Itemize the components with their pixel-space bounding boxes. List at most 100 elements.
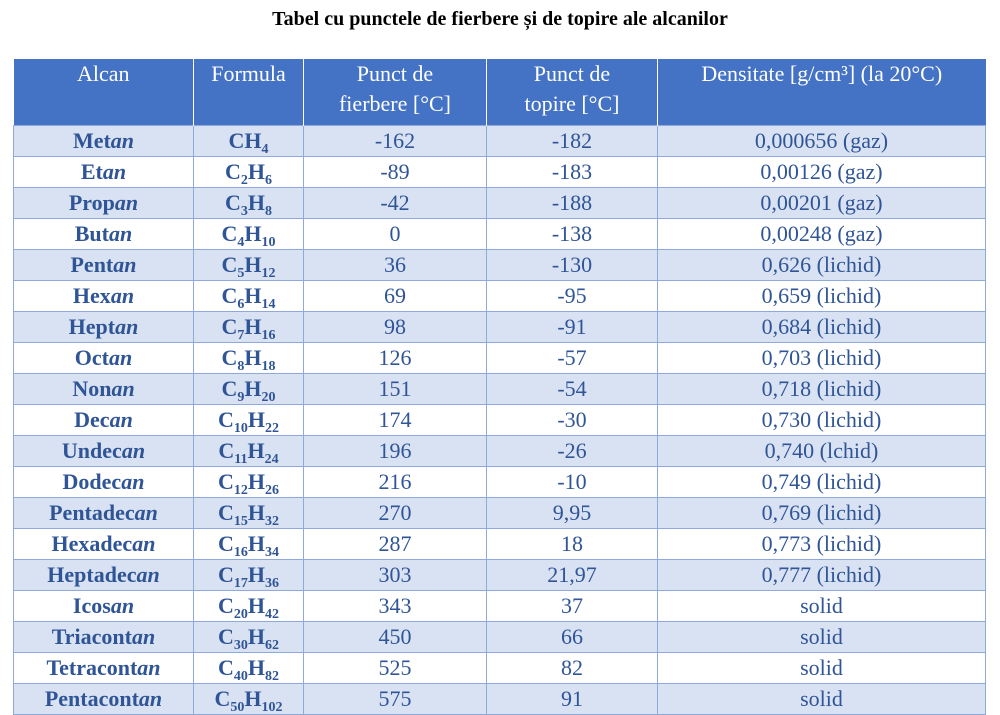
alkane-name-prefix: Dodec xyxy=(62,469,122,494)
alkane-name-cell: Pentan xyxy=(13,249,194,281)
alkane-table: Alcan Formula Punct de fierbere [°C] Punc… xyxy=(13,59,986,715)
density-cell: 0,730 (lichid) xyxy=(657,404,986,436)
boiling-point-cell: 151 xyxy=(303,373,487,405)
formula-subscript: 102 xyxy=(261,700,283,715)
formula-element: H xyxy=(247,655,265,680)
alkane-name-cell: Pentadecan xyxy=(13,497,194,529)
formula-cell: C12H26 xyxy=(193,466,304,498)
table-row: Hexan C6H14 69 -95 0,659 (lichid) xyxy=(13,280,986,312)
melting-point-cell: -54 xyxy=(486,373,658,405)
formula-element: H xyxy=(247,438,265,463)
formula-subscript: 82 xyxy=(265,669,279,684)
alkane-name-prefix: Hept xyxy=(68,314,116,339)
formula-subscript: 12 xyxy=(261,266,276,281)
density-cell: solid xyxy=(657,621,986,653)
melting-point-cell: 82 xyxy=(486,652,658,684)
boiling-point-cell: 450 xyxy=(303,621,487,653)
alkane-name-cell: Propan xyxy=(13,187,194,219)
alkane-name-suffix: an xyxy=(110,593,135,618)
alkane-name-cell: Icosan xyxy=(13,590,194,622)
formula-element: H xyxy=(247,624,265,649)
column-header-label: topire [°C] xyxy=(524,91,620,116)
formula-cell: C5H12 xyxy=(193,249,304,281)
formula-subscript: 26 xyxy=(265,483,279,498)
formula-subscript: 6 xyxy=(237,297,245,312)
table-header: Alcan Formula Punct de fierbere [°C] Punc… xyxy=(13,59,986,126)
alkane-name-suffix: an xyxy=(137,655,161,680)
alkane-name-prefix: Pentadec xyxy=(49,500,135,525)
formula-subscript: 36 xyxy=(265,576,279,591)
formula-cell: C10H22 xyxy=(193,404,304,436)
table-row: Heptan C7H16 98 -91 0,684 (lichid) xyxy=(13,311,986,343)
melting-point-cell: -183 xyxy=(486,156,658,188)
boiling-point-cell: 525 xyxy=(303,652,487,684)
table-row: Triacontan C30H62 450 66 solid xyxy=(13,621,986,653)
boiling-point-cell: 216 xyxy=(303,466,487,498)
melting-point-cell: 91 xyxy=(486,683,658,715)
column-header-melting-point: Punct de topire [°C] xyxy=(486,59,658,126)
formula-cell: C50H102 xyxy=(193,683,304,715)
formula-subscript: 20 xyxy=(233,607,248,622)
formula-element: C xyxy=(221,221,238,246)
formula-subscript: 5 xyxy=(237,266,245,281)
formula-subscript: 10 xyxy=(261,235,276,250)
formula-cell: C6H14 xyxy=(193,280,304,312)
table-row: Hexadecan C16H34 287 18 0,773 (lichid) xyxy=(13,528,986,560)
formula-subscript: 4 xyxy=(261,142,269,157)
formula-element: H xyxy=(244,252,262,277)
alkane-name-suffix: an xyxy=(114,190,139,215)
alkane-name-suffix: an xyxy=(109,221,133,246)
density-cell: solid xyxy=(657,652,986,684)
formula-element: C xyxy=(217,531,234,556)
formula-element: C xyxy=(217,655,234,680)
alkane-name-prefix: Non xyxy=(72,376,112,401)
formula-subscript: 42 xyxy=(265,607,279,622)
column-header-alcan: Alcan xyxy=(13,59,194,126)
formula-cell: C16H34 xyxy=(193,528,304,560)
formula-element: C xyxy=(221,314,238,339)
alkane-name-cell: Hexadecan xyxy=(13,528,194,560)
alkane-name-cell: Etan xyxy=(13,156,194,188)
formula-element: C xyxy=(214,686,231,711)
boiling-point-cell: 69 xyxy=(303,280,487,312)
alkane-name-cell: Heptadecan xyxy=(13,559,194,591)
formula-subscript: 11 xyxy=(234,452,248,467)
density-cell: 0,777 (lichid) xyxy=(657,559,986,591)
alkane-name-prefix: Prop xyxy=(68,190,115,215)
alkane-name-suffix: an xyxy=(113,252,137,277)
column-header-boiling-point: Punct de fierbere [°C] xyxy=(303,59,487,126)
table-row: Undecan C11H24 196 -26 0,740 (lchid) xyxy=(13,435,986,467)
boiling-point-cell: 270 xyxy=(303,497,487,529)
density-cell: 0,703 (lichid) xyxy=(657,342,986,374)
alkane-name-suffix: an xyxy=(115,314,139,339)
formula-element: H xyxy=(244,221,262,246)
formula-subscript: 8 xyxy=(265,204,272,219)
alkane-name-prefix: Triacont xyxy=(51,624,132,649)
table-row: Octan C8H18 126 -57 0,703 (lichid) xyxy=(13,342,986,374)
formula-subscript: 3 xyxy=(240,204,248,219)
density-cell: 0,718 (lichid) xyxy=(657,373,986,405)
column-header-formula: Formula xyxy=(193,59,304,126)
melting-point-cell: 21,97 xyxy=(486,559,658,591)
column-header-label: fierbere [°C] xyxy=(338,91,451,116)
table-row: Pentadecan C15H32 270 9,95 0,769 (lichid) xyxy=(13,497,986,529)
alkane-name-cell: Octan xyxy=(13,342,194,374)
density-cell: 0,769 (lichid) xyxy=(657,497,986,529)
alkane-name-prefix: Oct xyxy=(74,345,109,370)
formula-element: C xyxy=(221,376,238,401)
boiling-point-cell: -162 xyxy=(303,125,487,157)
formula-subscript: 10 xyxy=(233,421,248,436)
formula-element: C xyxy=(217,624,234,649)
melting-point-cell: 18 xyxy=(486,528,658,560)
boiling-point-cell: 575 xyxy=(303,683,487,715)
boiling-point-cell: 126 xyxy=(303,342,487,374)
formula-element: H xyxy=(244,283,262,308)
alkane-name-cell: Nonan xyxy=(13,373,194,405)
alkane-name-suffix: an xyxy=(136,562,160,587)
melting-point-cell: 37 xyxy=(486,590,658,622)
formula-subscript: 62 xyxy=(265,638,279,653)
alkane-name-suffix: an xyxy=(134,500,158,525)
melting-point-cell: -91 xyxy=(486,311,658,343)
alkane-name-suffix: an xyxy=(111,376,135,401)
formula-cell: C9H20 xyxy=(193,373,304,405)
